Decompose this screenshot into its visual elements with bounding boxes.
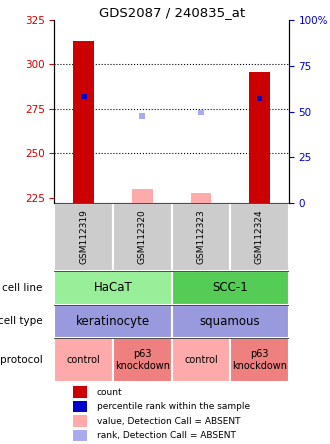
- Bar: [73, 401, 87, 412]
- Bar: [172, 338, 230, 382]
- Bar: [256, 95, 262, 101]
- Bar: [113, 203, 172, 271]
- Text: value, Detection Call = ABSENT: value, Detection Call = ABSENT: [97, 416, 240, 425]
- Bar: [191, 193, 211, 203]
- Text: GSM112320: GSM112320: [138, 210, 147, 264]
- Text: control: control: [67, 355, 101, 365]
- Bar: [198, 110, 204, 115]
- Text: GSM112323: GSM112323: [196, 210, 205, 264]
- Bar: [54, 338, 113, 382]
- Text: squamous: squamous: [200, 315, 260, 328]
- Text: control: control: [184, 355, 218, 365]
- Bar: [113, 338, 172, 382]
- Bar: [132, 189, 152, 203]
- Text: rank, Detection Call = ABSENT: rank, Detection Call = ABSENT: [97, 431, 236, 440]
- Text: protocol: protocol: [0, 355, 43, 365]
- Bar: [139, 113, 145, 119]
- Bar: [54, 203, 113, 271]
- Text: p63
knockdown: p63 knockdown: [232, 349, 287, 371]
- Text: HaCaT: HaCaT: [94, 281, 132, 294]
- Bar: [230, 203, 289, 271]
- Text: count: count: [97, 388, 122, 396]
- Bar: [81, 94, 87, 99]
- Bar: [249, 71, 270, 203]
- Bar: [172, 203, 230, 271]
- Text: GSM112319: GSM112319: [79, 210, 88, 265]
- Bar: [230, 338, 289, 382]
- Text: p63
knockdown: p63 knockdown: [115, 349, 170, 371]
- Text: cell type: cell type: [0, 317, 43, 326]
- Text: cell line: cell line: [2, 283, 43, 293]
- Bar: [74, 41, 94, 203]
- Bar: [54, 271, 172, 305]
- Bar: [73, 415, 87, 427]
- Bar: [73, 430, 87, 441]
- Text: percentile rank within the sample: percentile rank within the sample: [97, 402, 250, 411]
- Bar: [172, 271, 289, 305]
- Bar: [172, 305, 289, 338]
- Bar: [73, 386, 87, 398]
- Title: GDS2087 / 240835_at: GDS2087 / 240835_at: [99, 6, 245, 19]
- Text: GSM112324: GSM112324: [255, 210, 264, 264]
- Bar: [54, 305, 172, 338]
- Text: keratinocyte: keratinocyte: [76, 315, 150, 328]
- Text: SCC-1: SCC-1: [212, 281, 248, 294]
